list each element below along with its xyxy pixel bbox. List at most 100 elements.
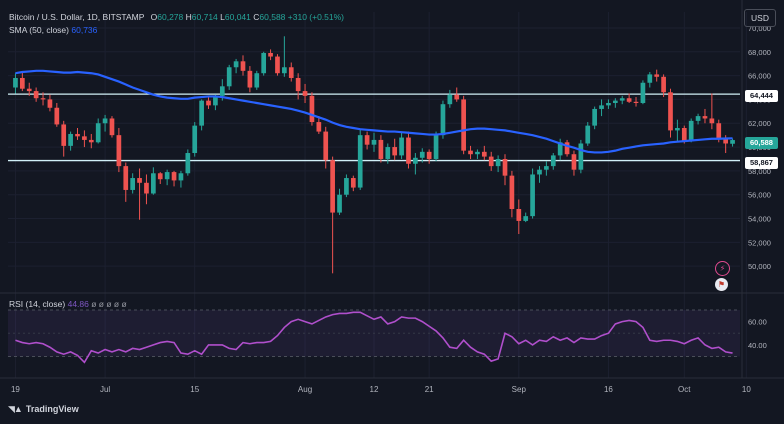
ohlc-open-value: 60,278 <box>157 12 184 22</box>
candle-body <box>426 151 432 159</box>
rsi-glyphs: ø ø ø ø ø <box>91 299 127 309</box>
price-axis-label: 54,000 <box>748 215 771 224</box>
price-axis-label: 50,000 <box>748 262 771 271</box>
candle-body <box>647 74 653 83</box>
ohlc-close-value: 60,588 <box>259 12 286 22</box>
candle-body <box>144 182 149 194</box>
candle-body <box>495 158 501 167</box>
candle-body <box>344 178 349 195</box>
candle-body <box>219 86 225 96</box>
price-axis-label: 70,000 <box>748 24 771 33</box>
candle-body <box>371 139 377 145</box>
candle-body <box>633 101 639 103</box>
candle-body <box>261 52 267 74</box>
candle-body <box>378 139 384 159</box>
candle-body <box>240 61 246 71</box>
candle-body <box>350 178 356 188</box>
sma-label: SMA (50, close) <box>9 25 69 35</box>
candle-body <box>433 135 439 159</box>
candle-body <box>461 99 466 151</box>
time-axis-label: 15 <box>190 385 199 394</box>
time-axis-label: 19 <box>11 385 20 394</box>
candle-body <box>54 107 60 125</box>
candle-body <box>440 104 446 136</box>
candle-body <box>640 82 646 103</box>
symbol-title: Bitcoin / U.S. Dollar, 1D, BITSTAMP <box>9 12 145 22</box>
candle-body <box>68 133 73 146</box>
candle-body <box>544 166 549 170</box>
sma-layer <box>15 69 733 154</box>
candle-body <box>702 116 708 119</box>
candle-body <box>178 173 184 181</box>
rsi-label: RSI (14, close) <box>9 299 66 309</box>
candle-body <box>681 128 687 142</box>
candle-body <box>19 77 25 89</box>
candle-body <box>695 116 701 121</box>
rsi-legend[interactable]: RSI (14, close) 44.86 ø ø ø ø ø <box>9 299 127 309</box>
tradingview-branding[interactable]: ◥▲ TradingView <box>8 404 79 415</box>
candle-body <box>206 100 211 106</box>
flag-icon[interactable]: ⚑ <box>715 278 728 291</box>
branding-text: TradingView <box>25 404 79 414</box>
candle-body <box>316 122 322 132</box>
candle-body <box>233 61 239 68</box>
candle-body <box>337 194 342 213</box>
candle-body <box>619 98 625 101</box>
candle-body <box>330 160 335 213</box>
candle-body <box>488 156 494 167</box>
time-axis-label: 12 <box>370 385 379 394</box>
time-axis-label: Sep <box>512 385 527 394</box>
candle-body <box>523 216 529 221</box>
candle-body <box>213 95 218 106</box>
candle-body <box>26 88 32 92</box>
candle-body <box>137 178 142 183</box>
candle-body <box>130 178 136 190</box>
candle-body <box>716 123 722 139</box>
time-axis-label: Oct <box>678 385 691 394</box>
candle-body <box>157 173 163 180</box>
candle-body <box>171 172 177 181</box>
candle-body <box>406 137 411 164</box>
candle-body <box>116 135 122 167</box>
candle-body <box>668 92 673 131</box>
lightning-icon[interactable]: ⚡ <box>715 261 730 276</box>
candle-body <box>399 137 404 156</box>
rsi-axis-label: 60.00 <box>748 318 767 327</box>
sma-legend[interactable]: SMA (50, close) 60,736 <box>9 25 97 35</box>
time-axis-label: Jul <box>100 385 110 394</box>
candle-body <box>109 118 115 136</box>
candles <box>13 36 735 274</box>
candle-body <box>95 123 101 143</box>
candle-body <box>323 131 329 161</box>
sma-value: 60,736 <box>71 25 98 35</box>
price-axis-label: 62,000 <box>748 119 771 128</box>
candle-body <box>723 138 729 144</box>
horizontal-levels <box>8 93 740 162</box>
candle-body <box>364 135 370 145</box>
symbol-legend: Bitcoin / U.S. Dollar, 1D, BITSTAMP O60,… <box>9 12 344 22</box>
candle-body <box>309 95 315 123</box>
candle-body <box>385 147 391 159</box>
candle-body <box>102 118 108 124</box>
candle-body <box>626 98 632 102</box>
candle-body <box>612 100 618 103</box>
currency-button[interactable]: USD <box>744 9 776 27</box>
price-change: +310 (+0.51%) <box>287 12 345 22</box>
candle-body <box>282 67 287 74</box>
candle-body <box>654 74 660 77</box>
ohlc-open-label: O <box>150 12 158 22</box>
candle-body <box>606 102 611 106</box>
price-axis-label: 56,000 <box>748 191 771 200</box>
candle-body <box>537 169 542 175</box>
candle-body <box>123 166 129 190</box>
rsi-axis-label: 40.00 <box>748 341 767 350</box>
candle-body <box>302 91 308 96</box>
price-axis-label: 58,000 <box>748 167 771 176</box>
ohlc-low-label: L <box>220 12 225 22</box>
candle-body <box>688 120 694 142</box>
candle-body <box>88 139 94 143</box>
ohlc-high-label: H <box>185 12 192 22</box>
candle-body <box>475 151 480 155</box>
